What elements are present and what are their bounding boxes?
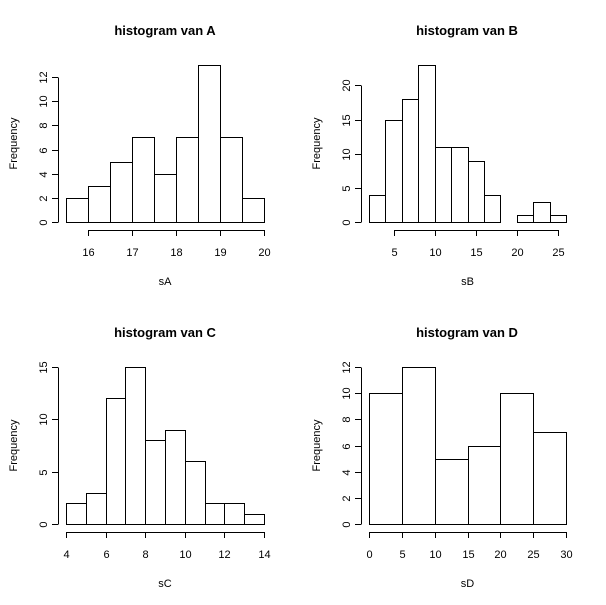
histogram-bar: [224, 503, 245, 525]
x-tick-label: 14: [258, 549, 270, 561]
y-axis-label: Frequency: [8, 117, 20, 169]
y-tick-label: 5: [341, 185, 353, 191]
x-tick-label: 15: [470, 247, 482, 259]
x-tick-label: 25: [527, 549, 539, 561]
x-tick-label: 17: [126, 247, 138, 259]
histogram-bar: [198, 65, 221, 223]
histogram-bar: [132, 137, 155, 223]
histogram-bar: [418, 65, 436, 223]
y-tick-label: 10: [341, 387, 353, 399]
x-tick-label: 15: [462, 549, 474, 561]
x-tick-label: 4: [63, 549, 69, 561]
x-tick-label: 10: [429, 549, 441, 561]
y-tick-label: 10: [341, 148, 353, 160]
x-tick-label: 25: [552, 247, 564, 259]
histogram-bar: [66, 503, 87, 525]
x-tick-label: 8: [142, 549, 148, 561]
histogram-bar: [468, 446, 501, 525]
x-axis-label: sA: [159, 276, 173, 288]
histogram-bar: [517, 215, 534, 223]
y-tick-label: 20: [341, 79, 353, 91]
histogram-bar: [550, 215, 567, 223]
x-tick-label: 12: [218, 549, 230, 561]
y-tick-label: 10: [38, 95, 50, 107]
histogram-bar: [88, 186, 111, 223]
histogram-bar: [145, 440, 166, 525]
histogram-bar: [242, 198, 265, 223]
y-tick-label: 5: [38, 469, 50, 475]
histogram-bar: [435, 459, 469, 525]
histogram-bar: [165, 430, 186, 525]
histogram-bar: [205, 503, 225, 525]
x-tick-label: 20: [258, 247, 270, 259]
chart-title: histogram van A: [114, 23, 216, 38]
histogram-bar: [435, 147, 452, 223]
y-tick-label: 10: [38, 413, 50, 425]
y-tick-label: 12: [38, 71, 50, 83]
histogram-bar: [402, 99, 419, 223]
chart-title: histogram van C: [114, 325, 216, 340]
x-tick-label: 30: [560, 549, 572, 561]
histogram-bar: [451, 147, 469, 223]
x-axis-label: sC: [158, 578, 172, 590]
y-tick-label: 4: [341, 469, 353, 475]
x-tick-label: 10: [429, 247, 441, 259]
x-tick-label: 19: [214, 247, 226, 259]
x-tick-label: 10: [179, 549, 191, 561]
histogram-bar: [110, 162, 133, 223]
histogram-bar: [66, 198, 89, 223]
histogram-bar: [106, 398, 126, 525]
y-axis-label: Frequency: [311, 117, 323, 169]
histogram-bar: [533, 432, 567, 525]
x-tick-label: 20: [494, 549, 506, 561]
y-tick-label: 6: [341, 443, 353, 449]
histogram-bar: [533, 202, 551, 223]
histogram-panel-d: histogram van D 0 5 10 15 20 25 30 0 2 4 6 8 10 12 Freq…: [311, 325, 573, 590]
histogram-bar: [176, 137, 199, 223]
y-axis-label: Frequency: [311, 419, 323, 471]
y-tick-label: 0: [38, 219, 50, 225]
x-tick-label: 5: [399, 549, 405, 561]
x-tick-label: 6: [103, 549, 109, 561]
x-tick-label: 0: [366, 549, 372, 561]
histogram-bar: [385, 120, 403, 223]
histogram-bar: [500, 393, 534, 525]
y-tick-label: 8: [341, 416, 353, 422]
x-tick-label: 20: [511, 247, 523, 259]
y-axis-label: Frequency: [8, 419, 20, 471]
x-axis-label: sB: [461, 276, 474, 288]
histogram-panel-b: histogram van B 5 10 15 20 25 0 5 10 15 20 Frequenc…: [311, 23, 567, 288]
y-tick-label: 0: [341, 521, 353, 527]
y-tick-label: 2: [341, 495, 353, 501]
x-axis-label: sD: [461, 578, 475, 590]
y-tick-label: 15: [341, 114, 353, 126]
histogram-bar: [220, 137, 243, 223]
y-tick-label: 8: [38, 122, 50, 128]
histogram-bar: [154, 174, 177, 223]
y-tick-label: 0: [38, 521, 50, 527]
chart-title: histogram van D: [416, 325, 518, 340]
histogram-panel-c: histogram van C 4 6 8 10 12 14 0 5 10 15 Frequency s…: [8, 325, 271, 590]
y-tick-label: 0: [341, 219, 353, 225]
y-tick-label: 4: [38, 171, 50, 177]
x-tick-label: 5: [391, 247, 397, 259]
histogram-bar: [468, 161, 485, 223]
y-tick-label: 6: [38, 147, 50, 153]
histogram-bar: [369, 195, 386, 223]
histogram-bar: [86, 493, 107, 525]
histogram-bar: [402, 367, 436, 525]
x-tick-label: 16: [82, 247, 94, 259]
histogram-bar: [125, 367, 146, 525]
y-tick-label: 15: [38, 361, 50, 373]
histogram-bar: [244, 514, 265, 525]
histogram-panel-a: histogram van A 16 17 18 19 20 0 2 4 6 8 10 12 Freque…: [8, 23, 271, 288]
histogram-bar: [369, 393, 403, 525]
y-tick-label: 2: [38, 195, 50, 201]
x-tick-label: 18: [170, 247, 182, 259]
y-tick-label: 12: [341, 361, 353, 373]
histogram-bar: [484, 195, 501, 223]
histogram-bar: [185, 461, 206, 525]
chart-title: histogram van B: [416, 23, 518, 38]
